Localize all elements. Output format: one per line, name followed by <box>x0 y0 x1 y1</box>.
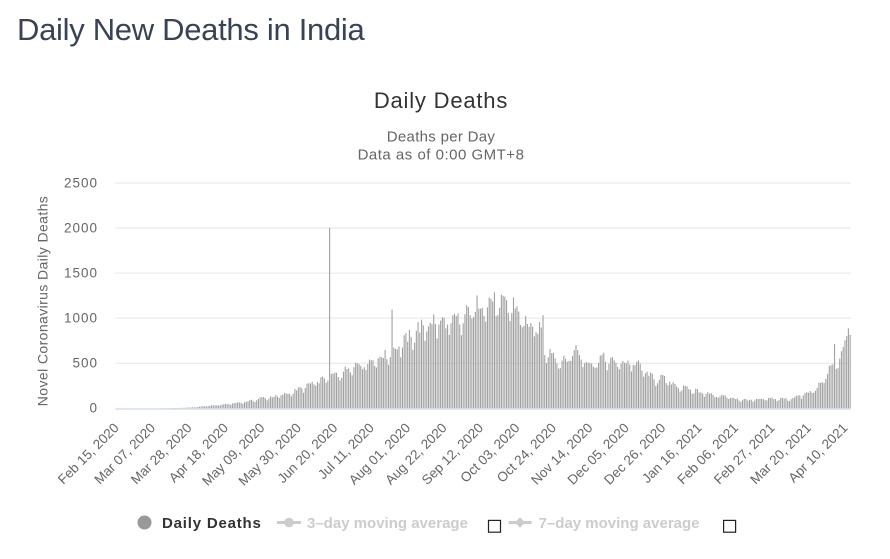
svg-text:3–day moving average: 3–day moving average <box>307 515 468 532</box>
svg-text:Daily New Deaths in India: Daily New Deaths in India <box>17 12 366 47</box>
svg-text:0: 0 <box>89 401 98 416</box>
svg-text:2000: 2000 <box>64 221 98 236</box>
svg-text:2500: 2500 <box>64 176 98 191</box>
svg-text:7–day moving average: 7–day moving average <box>539 515 700 532</box>
svg-text:500: 500 <box>72 356 98 371</box>
svg-text:Novel Coronavirus Daily Deaths: Novel Coronavirus Daily Deaths <box>35 196 51 406</box>
svg-text:Daily Deaths: Daily Deaths <box>374 88 508 113</box>
svg-text:1000: 1000 <box>64 311 98 326</box>
svg-text:Deaths per Day: Deaths per Day <box>387 129 496 146</box>
svg-text:Daily Deaths: Daily Deaths <box>162 515 262 532</box>
svg-text:1500: 1500 <box>64 266 98 281</box>
svg-text:Data as of 0:00 GMT+8: Data as of 0:00 GMT+8 <box>358 147 525 164</box>
